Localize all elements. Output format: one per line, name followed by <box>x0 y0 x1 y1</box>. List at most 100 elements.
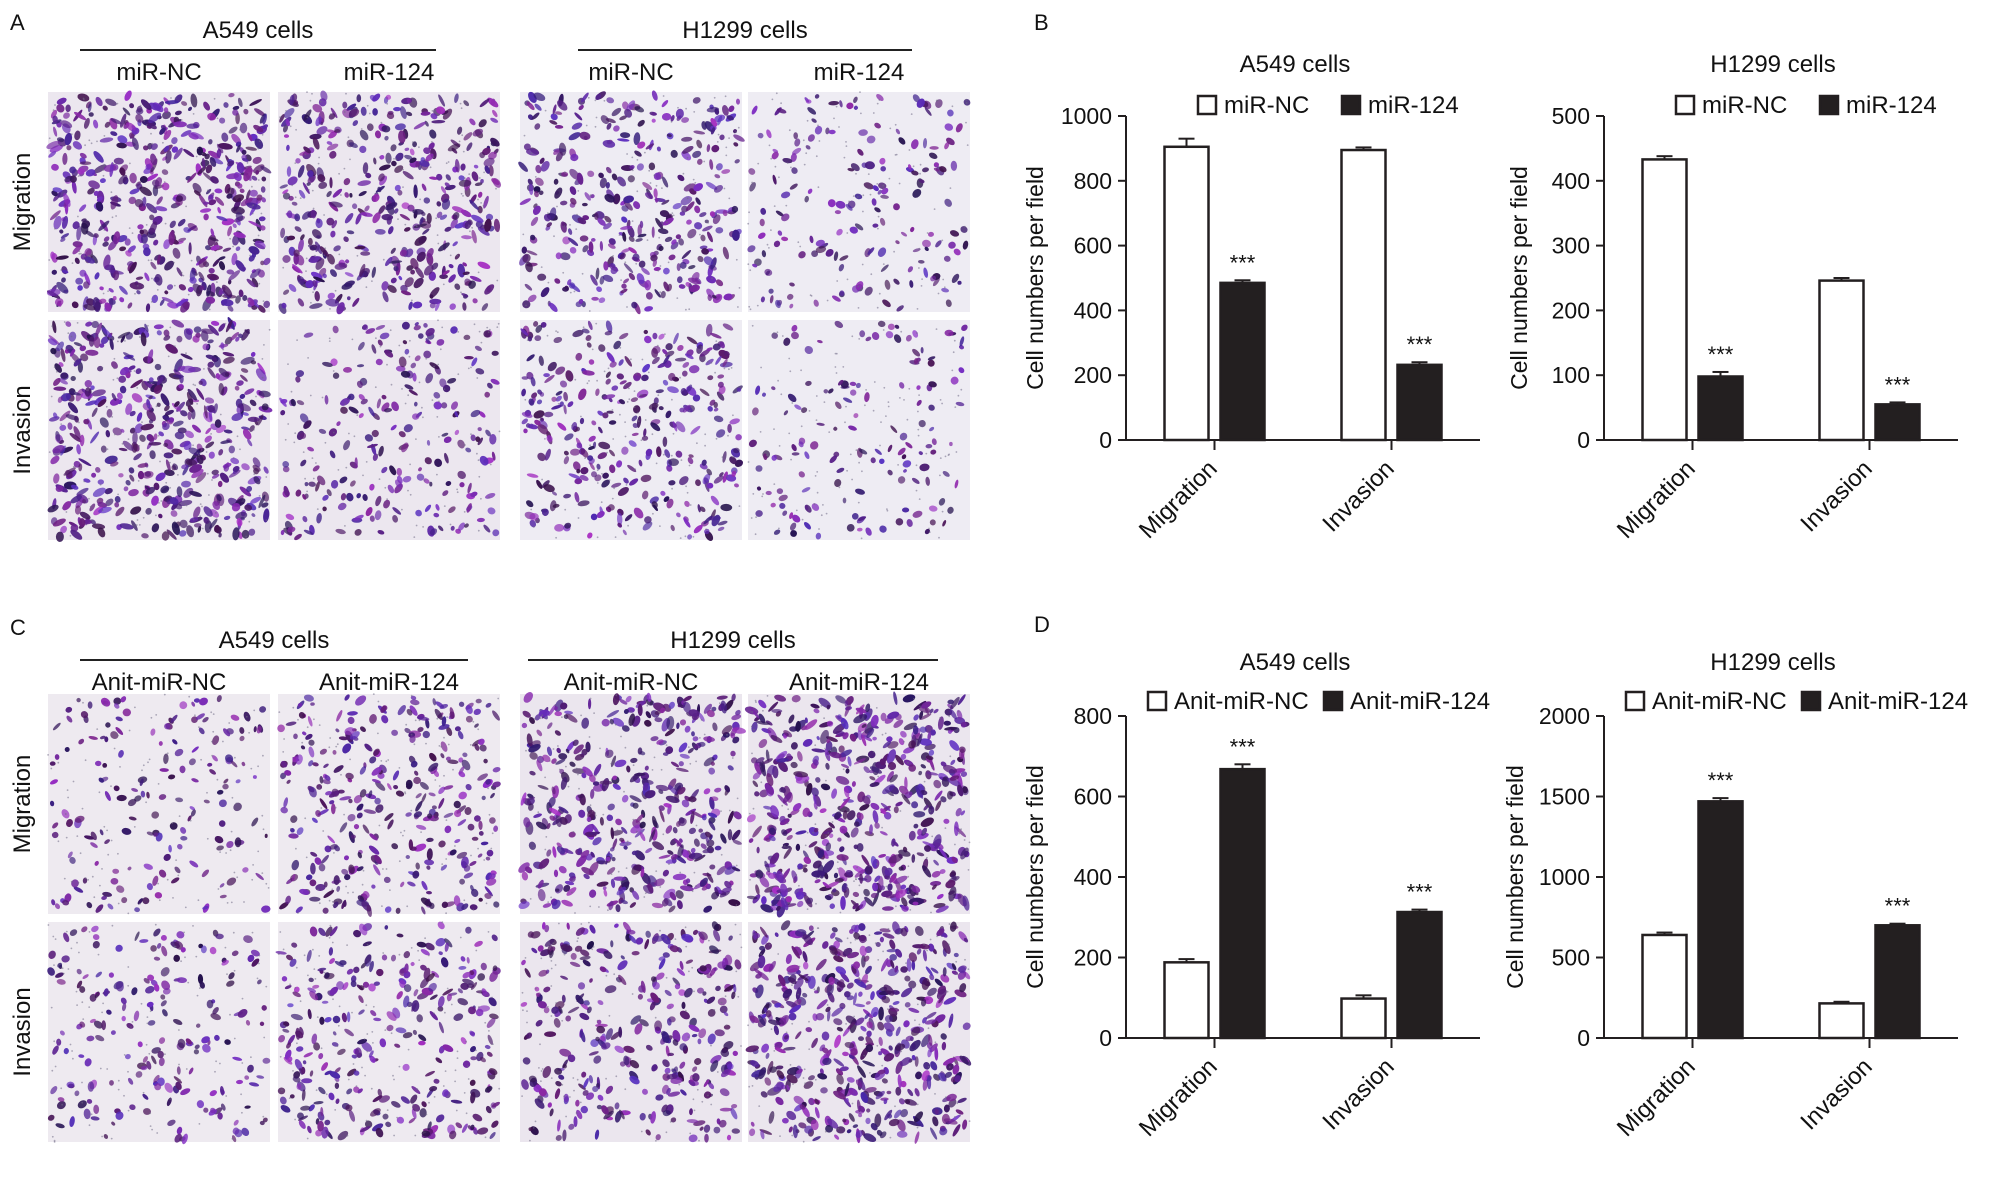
membrane-pore <box>162 141 164 144</box>
membrane-pore <box>750 517 753 519</box>
membrane-pore <box>563 225 566 228</box>
stained-cell <box>163 107 169 113</box>
stained-cell <box>164 290 169 295</box>
membrane-pore <box>859 91 861 93</box>
stained-cell <box>180 130 192 137</box>
stained-cell <box>95 201 104 212</box>
stained-cell <box>162 111 171 120</box>
stained-cell <box>187 172 197 183</box>
membrane-pore <box>498 430 501 433</box>
stained-cell <box>442 108 453 120</box>
stained-cell <box>246 202 261 210</box>
membrane-pore <box>648 169 651 172</box>
membrane-pore <box>529 898 532 900</box>
membrane-pore <box>102 169 105 172</box>
membrane-pore <box>156 289 159 291</box>
stained-cell <box>94 272 100 280</box>
stained-cell <box>242 295 248 301</box>
membrane-pore <box>61 507 64 509</box>
membrane-pore <box>477 728 480 731</box>
membrane-pore <box>806 119 809 122</box>
membrane-pore <box>588 339 591 341</box>
membrane-pore <box>462 195 464 197</box>
membrane-pore <box>461 134 464 137</box>
membrane-pore <box>667 261 670 264</box>
membrane-pore <box>716 141 719 143</box>
micrograph-image <box>747 91 971 312</box>
stained-cell <box>208 139 213 145</box>
stained-cell <box>249 189 258 197</box>
membrane-pore <box>596 536 599 539</box>
membrane-pore <box>485 197 488 200</box>
membrane-pore <box>670 121 673 123</box>
membrane-pore <box>361 344 364 347</box>
membrane-pore <box>685 485 687 488</box>
membrane-pore <box>849 453 852 456</box>
membrane-pore <box>683 701 686 704</box>
membrane-pore <box>672 432 675 435</box>
stained-cell <box>207 234 216 247</box>
membrane-pore <box>721 456 724 458</box>
membrane-pore <box>418 381 421 384</box>
membrane-pore <box>624 261 627 264</box>
stained-cell <box>222 247 232 252</box>
stained-cell <box>177 218 186 227</box>
stained-cell <box>404 147 410 151</box>
membrane-pore <box>454 164 457 167</box>
membrane-pore <box>401 388 403 390</box>
membrane-pore <box>185 205 188 208</box>
stained-cell <box>295 158 301 164</box>
membrane-pore <box>442 283 445 286</box>
stained-cell <box>74 130 81 141</box>
membrane-pore <box>941 402 943 405</box>
membrane-pore <box>569 224 571 226</box>
membrane-pore <box>541 478 543 481</box>
membrane-pore <box>825 512 828 515</box>
stained-cell <box>210 228 215 237</box>
membrane-pore <box>169 486 172 489</box>
membrane-pore <box>667 239 669 242</box>
membrane-pore <box>415 225 418 228</box>
membrane-pore <box>679 537 682 539</box>
membrane-pore <box>84 877 87 880</box>
membrane-pore <box>965 121 967 124</box>
stained-cell <box>488 151 497 160</box>
membrane-pore <box>58 143 60 146</box>
membrane-pore <box>206 791 208 794</box>
membrane-pore <box>310 301 312 304</box>
membrane-pore <box>107 290 109 292</box>
membrane-pore <box>695 885 697 887</box>
membrane-pore <box>918 267 920 269</box>
stained-cell <box>232 109 239 116</box>
membrane-pore <box>647 371 650 374</box>
membrane-pore <box>556 205 558 208</box>
membrane-pore <box>766 243 769 246</box>
stained-cell <box>119 246 127 252</box>
stained-cell <box>385 152 392 164</box>
membrane-pore <box>349 158 351 161</box>
membrane-pore <box>569 291 572 294</box>
condition-label: miR-NC <box>116 59 201 86</box>
membrane-pore <box>249 254 252 257</box>
membrane-pore <box>885 415 887 417</box>
stained-cell <box>342 900 347 908</box>
stained-cell <box>83 256 95 264</box>
membrane-pore <box>868 187 870 190</box>
stained-cell <box>77 285 83 291</box>
membrane-pore <box>614 536 617 538</box>
stained-cell <box>60 237 66 242</box>
membrane-pore <box>147 259 150 262</box>
membrane-pore <box>243 901 245 903</box>
membrane-pore <box>245 715 248 718</box>
membrane-pore <box>480 497 482 500</box>
membrane-pore <box>381 905 383 907</box>
membrane-pore <box>656 344 659 347</box>
stained-cell <box>346 103 357 111</box>
membrane-pore <box>657 269 660 272</box>
membrane-pore <box>655 462 658 465</box>
stained-cell <box>407 204 415 212</box>
membrane-pore <box>888 177 891 180</box>
membrane-pore <box>102 174 105 177</box>
membrane-pore <box>644 419 647 421</box>
